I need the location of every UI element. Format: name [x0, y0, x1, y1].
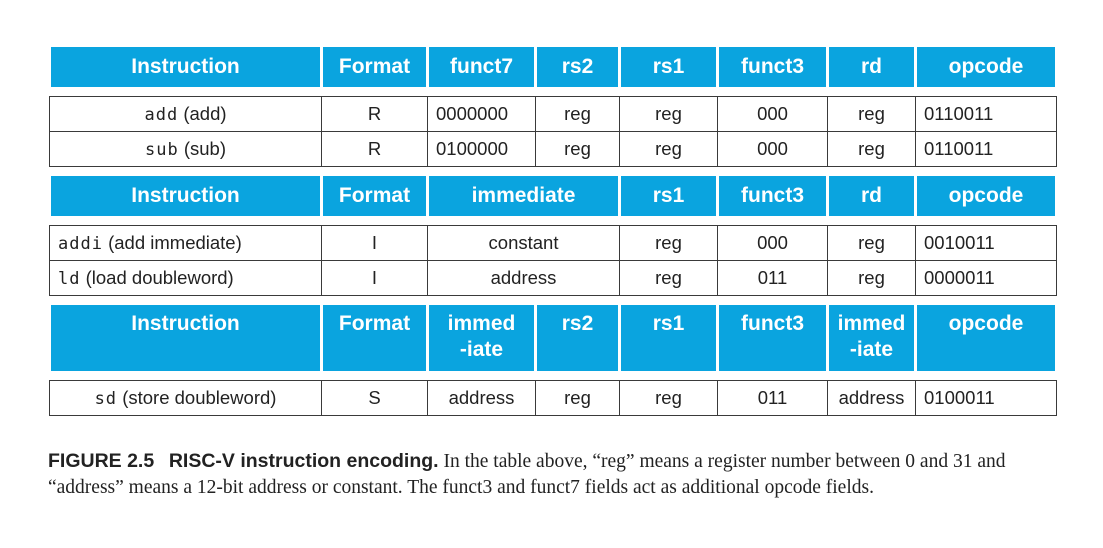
- instruction-cell: addi (add immediate): [49, 225, 322, 261]
- table-row-sd: sd (store doubleword) S address reg reg …: [49, 380, 1057, 416]
- mnemonic: addi: [58, 234, 103, 254]
- instruction-cell: ld (load doubleword): [49, 260, 322, 296]
- header-instruction: Instruction: [48, 44, 323, 90]
- funct3-cell: 000: [717, 131, 828, 167]
- instruction-desc: (add immediate): [108, 232, 242, 253]
- immediate-lo-cell: address: [827, 380, 916, 416]
- header-rs2: rs2: [534, 44, 621, 90]
- funct3-cell: 011: [717, 380, 828, 416]
- format-cell: R: [321, 131, 428, 167]
- rs2-cell: reg: [535, 96, 620, 132]
- opcode-cell: 0100011: [915, 380, 1057, 416]
- header-rs1: rs1: [618, 173, 719, 219]
- mnemonic: add: [144, 105, 179, 125]
- table-row-add: add (add) R 0000000 reg reg 000 reg 0110…: [49, 96, 1057, 132]
- opcode-cell: 0000011: [915, 260, 1057, 296]
- header-rd: rd: [826, 44, 917, 90]
- immediate-cell: address: [427, 260, 620, 296]
- header-opcode: opcode: [914, 44, 1058, 90]
- table-row-sub: sub (sub) R 0100000 reg reg 000 reg 0110…: [49, 131, 1057, 167]
- figure-label: FIGURE 2.5: [48, 450, 155, 472]
- mnemonic: sd: [94, 389, 118, 409]
- funct3-cell: 000: [717, 96, 828, 132]
- header-instruction: Instruction: [48, 302, 323, 374]
- rd-cell: reg: [827, 96, 916, 132]
- funct3-cell: 000: [717, 225, 828, 261]
- header-immediate-hi: immed -iate: [426, 302, 537, 374]
- immediate-hi-cell: address: [427, 380, 536, 416]
- instruction-cell: sd (store doubleword): [49, 380, 322, 416]
- format-cell: I: [321, 260, 428, 296]
- rd-cell: reg: [827, 260, 916, 296]
- rs1-cell: reg: [619, 260, 718, 296]
- i-format-header: Instruction Format immediate rs1 funct3 …: [48, 173, 1058, 219]
- rd-cell: reg: [827, 131, 916, 167]
- mnemonic: sub: [144, 140, 179, 160]
- instruction-cell: sub (sub): [49, 131, 322, 167]
- rs1-cell: reg: [619, 225, 718, 261]
- funct7-cell: 0100000: [427, 131, 536, 167]
- table-row-addi: addi (add immediate) I constant reg 000 …: [49, 225, 1057, 261]
- instruction-desc: (store doubleword): [122, 387, 277, 408]
- header-rs2: rs2: [534, 302, 621, 374]
- instruction-encoding-table: Instruction Format funct7 rs2 rs1 funct3…: [48, 44, 1058, 416]
- header-funct7: funct7: [426, 44, 537, 90]
- figure-caption: FIGURE 2.5 RISC-V instruction encoding. …: [48, 448, 1058, 501]
- rs2-cell: reg: [535, 380, 620, 416]
- header-rs1: rs1: [618, 44, 719, 90]
- header-rs1: rs1: [618, 302, 719, 374]
- opcode-cell: 0110011: [915, 96, 1057, 132]
- funct7-cell: 0000000: [427, 96, 536, 132]
- figure-title: RISC-V instruction encoding.: [168, 450, 439, 472]
- rd-cell: reg: [827, 225, 916, 261]
- immediate-cell: constant: [427, 225, 620, 261]
- instruction-cell: add (add): [49, 96, 322, 132]
- instruction-desc: (load doubleword): [85, 267, 234, 288]
- header-opcode: opcode: [914, 173, 1058, 219]
- format-cell: S: [321, 380, 428, 416]
- rs1-cell: reg: [619, 96, 718, 132]
- header-format: Format: [320, 173, 429, 219]
- header-funct3: funct3: [716, 44, 829, 90]
- opcode-cell: 0110011: [915, 131, 1057, 167]
- format-cell: I: [321, 225, 428, 261]
- opcode-cell: 0010011: [915, 225, 1057, 261]
- instruction-desc: (add): [183, 103, 227, 124]
- r-format-header: Instruction Format funct7 rs2 rs1 funct3…: [48, 44, 1058, 90]
- header-immediate: immediate: [426, 173, 621, 219]
- header-format: Format: [320, 44, 429, 90]
- header-immediate-lo: immed -iate: [826, 302, 917, 374]
- header-format: Format: [320, 302, 429, 374]
- rs1-cell: reg: [619, 380, 718, 416]
- header-opcode: opcode: [914, 302, 1058, 374]
- header-rd: rd: [826, 173, 917, 219]
- header-instruction: Instruction: [48, 173, 323, 219]
- figure-body: In the table above, “reg” means a regist…: [48, 451, 1006, 498]
- rs2-cell: reg: [535, 131, 620, 167]
- s-format-header: Instruction Format immed -iate rs2 rs1 fu…: [48, 302, 1058, 374]
- funct3-cell: 011: [717, 260, 828, 296]
- header-funct3: funct3: [716, 173, 829, 219]
- mnemonic: ld: [58, 269, 81, 289]
- rs1-cell: reg: [619, 131, 718, 167]
- instruction-desc: (sub): [183, 138, 226, 159]
- table-row-ld: ld (load doubleword) I address reg 011 r…: [49, 260, 1057, 296]
- header-funct3: funct3: [716, 302, 829, 374]
- format-cell: R: [321, 96, 428, 132]
